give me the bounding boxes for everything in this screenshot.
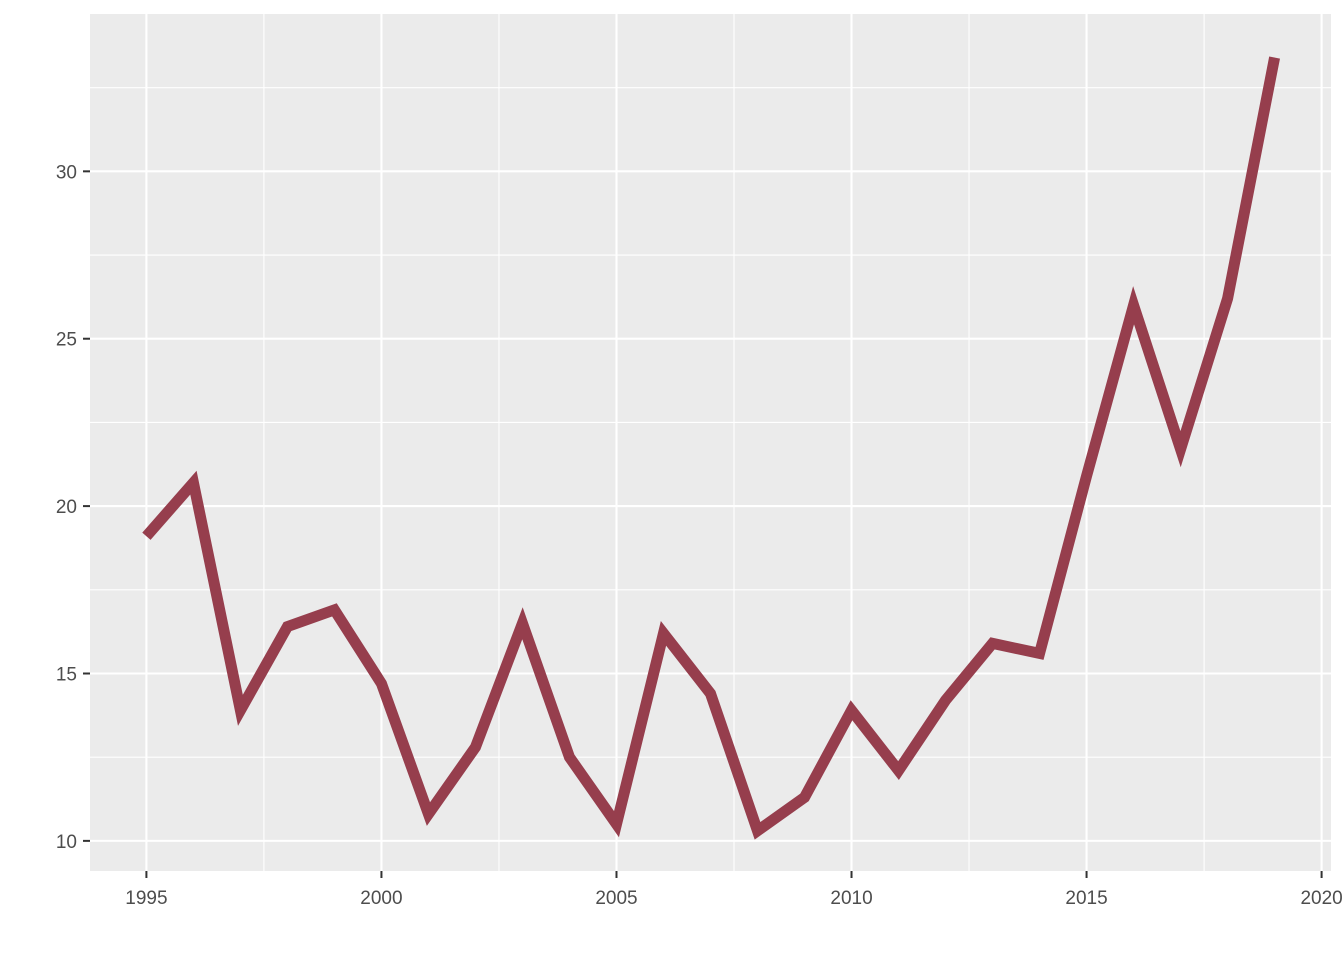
x-tick-label: 2005 — [595, 888, 637, 909]
y-tick-label: 10 — [56, 832, 77, 853]
x-tick-label: 2010 — [830, 888, 872, 909]
x-tick-label: 2015 — [1065, 888, 1107, 909]
minor-gridlines — [90, 14, 1331, 871]
series-layer — [142, 56, 1280, 840]
plot-panel — [90, 14, 1331, 871]
major-gridlines — [90, 14, 1331, 871]
x-tick-label: 2020 — [1300, 888, 1342, 909]
x-tick-label: 2000 — [360, 888, 402, 909]
y-tick-label: 15 — [56, 664, 77, 685]
y-tick-label: 25 — [56, 330, 77, 351]
x-tick-label: 1995 — [125, 888, 167, 909]
y-tick-label: 20 — [56, 497, 77, 518]
axes: 1995 2000 2005 2010 2015 2020 10 15 20 25 30 — [56, 162, 1343, 909]
y-tick-label: 30 — [56, 162, 77, 183]
